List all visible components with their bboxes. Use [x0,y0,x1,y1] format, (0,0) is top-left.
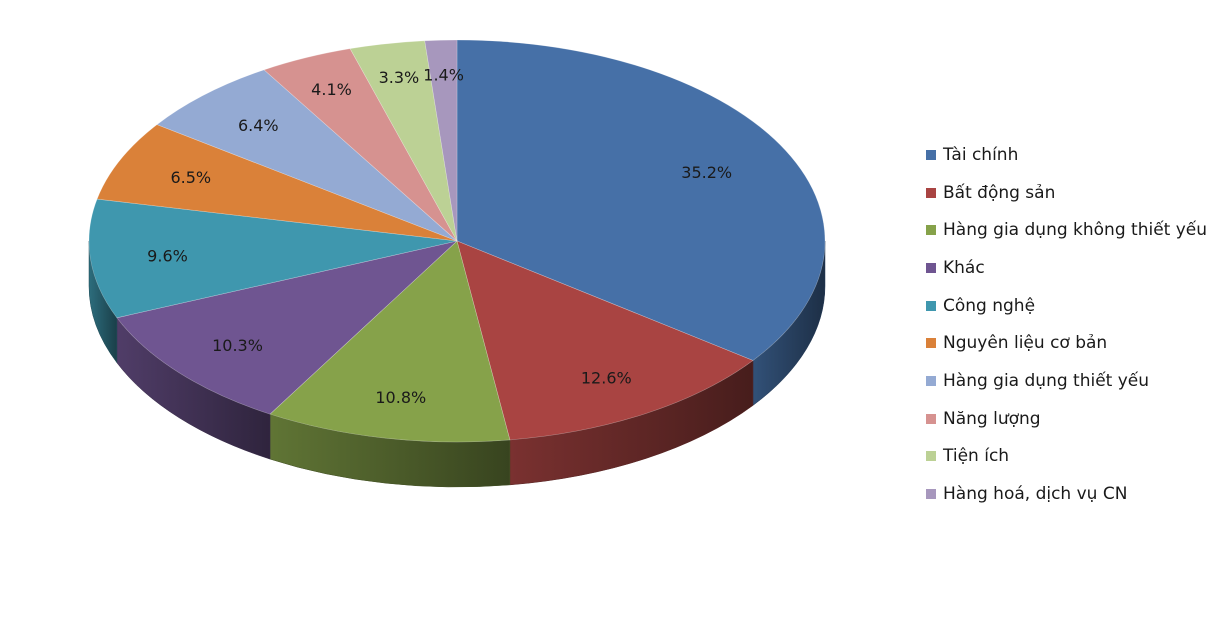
legend-swatch [926,149,936,160]
pie-slice [456,240,754,441]
pie-slice [269,240,511,443]
legend-label: Công nghệ [943,295,1036,316]
pie-slice [96,124,458,242]
legend-item: Khác [926,249,1216,287]
legend-item: Hàng hoá, dịch vụ CN [926,475,1216,513]
legend-item: Hàng gia dụng không thiết yếu [926,211,1216,249]
legend-label: Hàng gia dụng không thiết yếu [943,220,1208,241]
legend-swatch [926,187,936,198]
pie-slice-data-label: 12.6% [581,368,632,387]
pie-slice-data-label: 10.3% [212,336,263,355]
legend-item: Hàng gia dụng thiết yếu [926,362,1216,400]
legend-swatch [926,338,936,349]
pie-slice [88,198,458,319]
legend-label: Tài chính [943,144,1019,165]
pie-slice [456,39,826,361]
legend-item: Công nghệ [926,287,1216,325]
legend-label: Hàng hoá, dịch vụ CN [943,484,1128,505]
pie-slice-data-label: 35.2% [681,163,732,182]
pie-slice-data-label: 4.1% [311,80,352,99]
legend-item: Năng lượng [926,400,1216,438]
pie-slice-data-label: 9.6% [147,246,188,265]
pie-side-walls [88,240,826,488]
pie-data-labels: 35.2% 12.6% 10.8% 10.3% 9.6% 6.5% 6.4% 4.1% 3.3%… [147,65,732,407]
pie-slice [263,48,458,242]
legend-item: Tài chính [926,136,1216,174]
legend-swatch [926,451,936,462]
legend-swatch [926,225,936,236]
legend-item: Nguyên liệu cơ bản [926,324,1216,362]
legend-swatch [926,300,936,311]
pie-slice-data-label: 6.4% [238,116,279,135]
legend-label: Khác [943,257,985,278]
legend-label: Hàng gia dụng thiết yếu [943,370,1150,391]
legend-label: Bất động sản [943,182,1056,203]
pie-slice-data-label: 6.5% [170,168,211,187]
legend-swatch [926,413,936,424]
pie-slices [88,39,826,443]
legend-swatch [926,489,936,500]
legend-label: Năng lượng [943,408,1041,429]
legend-swatch [926,262,936,273]
pie-slice-data-label: 10.8% [375,388,426,407]
legend-item: Bất động sản [926,174,1216,212]
pie-slice-data-label: 3.3% [379,68,420,87]
legend-label: Nguyên liệu cơ bản [943,333,1108,354]
legend-swatch [926,375,936,386]
chart-legend: Tài chính Bất động sản Hàng gia dụng không… [926,136,1216,513]
pie-slice [156,69,458,242]
legend-item: Tiện ích [926,438,1216,476]
pie-slice [116,240,459,415]
pie-slice [424,39,458,242]
pie-slice [349,40,458,242]
legend-label: Tiện ích [943,446,1010,467]
pie-slice-data-label: 1.4% [423,65,464,84]
